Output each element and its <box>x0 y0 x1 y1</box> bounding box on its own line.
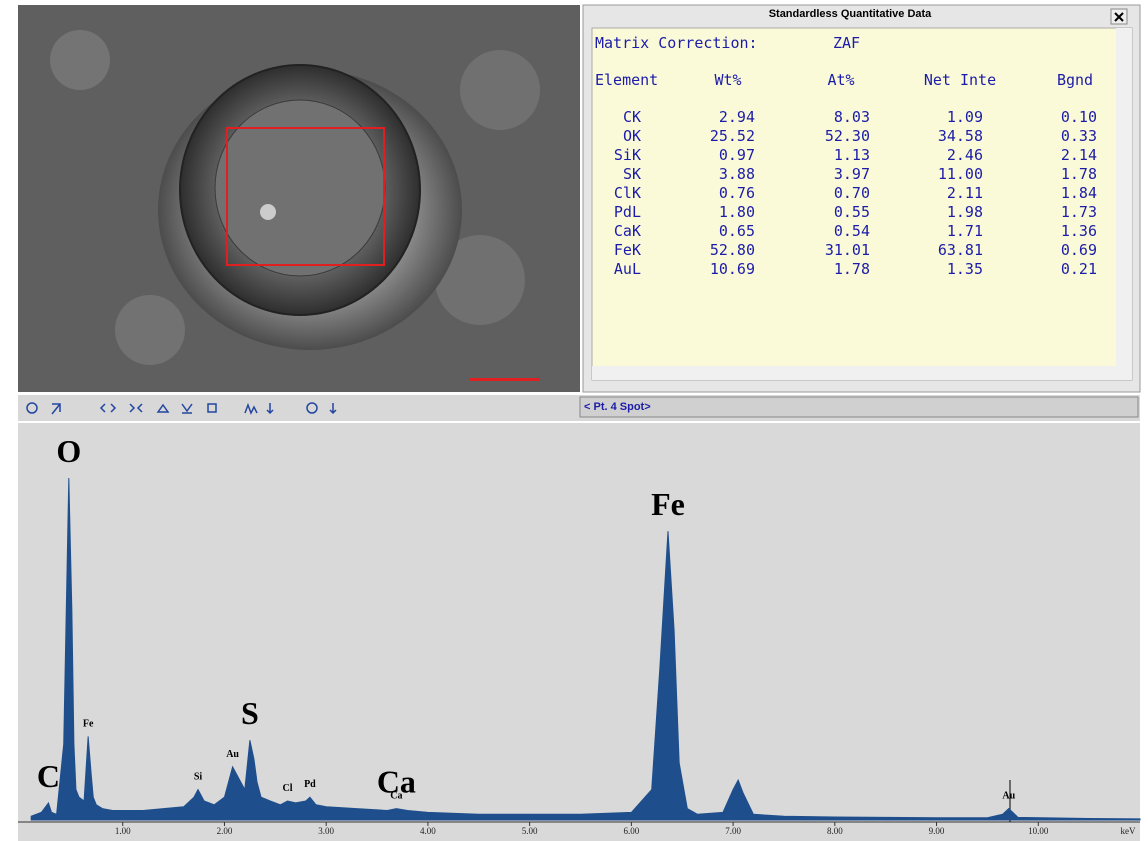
table-cell: 3.97 <box>834 165 870 183</box>
x-tick-label: 6.00 <box>623 826 639 836</box>
peak-label: Ca <box>390 791 402 802</box>
eds-window: Standardless Quantitative Data Matrix Co… <box>0 0 1148 841</box>
table-cell: 11.00 <box>938 165 983 183</box>
table-cell: CaK <box>614 222 641 240</box>
table-cell: 0.21 <box>1061 260 1097 278</box>
close-button[interactable] <box>1111 9 1127 24</box>
column-header: Bgnd <box>1057 71 1093 89</box>
table-cell: 0.54 <box>834 222 870 240</box>
x-tick-label: 9.00 <box>929 826 945 836</box>
panel-title: Standardless Quantitative Data <box>769 8 932 20</box>
x-tick-label: 8.00 <box>827 826 843 836</box>
x-tick-label: 2.00 <box>217 826 233 836</box>
table-cell: 2.14 <box>1061 146 1097 164</box>
table-cell: 0.55 <box>834 203 870 221</box>
table-cell: 2.11 <box>947 184 983 202</box>
table-cell: AuL <box>614 260 641 278</box>
table-cell: 2.46 <box>947 146 983 164</box>
table-cell: 3.88 <box>719 165 755 183</box>
status-text: < Pt. 4 Spot> <box>584 401 651 413</box>
page: {"window":{"title":"Standardless Quantit… <box>0 0 1148 841</box>
peak-label: S <box>241 695 259 731</box>
peak-label: O <box>56 433 81 469</box>
table-cell: 31.01 <box>825 241 870 259</box>
table-cell: 1.84 <box>1061 184 1097 202</box>
table-cell: 1.36 <box>1061 222 1097 240</box>
table-cell: SiK <box>614 146 641 164</box>
x-tick-label: 4.00 <box>420 826 436 836</box>
column-header: Wt% <box>714 71 741 89</box>
table-cell: 1.35 <box>947 260 983 278</box>
x-tick-label: 1.00 <box>115 826 131 836</box>
table-cell: 0.69 <box>1061 241 1097 259</box>
table-cell: 0.76 <box>719 184 755 202</box>
matrix-value: ZAF <box>833 34 860 52</box>
x-axis-label: keV <box>1121 826 1136 836</box>
table-cell: 8.03 <box>834 108 870 126</box>
x-tick-label: 7.00 <box>725 826 741 836</box>
table-cell: 52.30 <box>825 127 870 145</box>
column-header: At% <box>827 71 854 89</box>
table-cell: 0.70 <box>834 184 870 202</box>
column-header: Net Inte <box>924 71 996 89</box>
table-cell: FeK <box>614 241 641 259</box>
peak-label: Pd <box>304 779 316 790</box>
column-header: Element <box>595 71 658 89</box>
table-cell: ClK <box>614 184 641 202</box>
table-cell: 1.09 <box>947 108 983 126</box>
table-cell: 1.78 <box>834 260 870 278</box>
table-cell: 0.97 <box>719 146 755 164</box>
table-cell: 1.78 <box>1061 165 1097 183</box>
table-cell: PdL <box>614 203 641 221</box>
table-cell: 1.98 <box>947 203 983 221</box>
table-cell: 34.58 <box>938 127 983 145</box>
table-cell: CK <box>623 108 641 126</box>
sem-image <box>18 5 580 392</box>
x-tick-label: 10.00 <box>1028 826 1049 836</box>
peak-label: Si <box>194 772 203 783</box>
x-tick-label: 5.00 <box>522 826 538 836</box>
spectrum-panel <box>18 423 1140 841</box>
peak-label: Au <box>226 749 239 760</box>
table-cell: 10.69 <box>710 260 755 278</box>
table-cell: 1.80 <box>719 203 755 221</box>
table-cell: SK <box>623 165 641 183</box>
table-cell: 2.94 <box>719 108 755 126</box>
table-cell: 25.52 <box>710 127 755 145</box>
peak-label: Fe <box>651 486 685 522</box>
peak-label: Cl <box>283 783 293 794</box>
peak-label: Fe <box>83 718 94 729</box>
table-cell: 0.33 <box>1061 127 1097 145</box>
table-cell: 0.10 <box>1061 108 1097 126</box>
x-tick-label: 3.00 <box>318 826 334 836</box>
table-cell: 1.73 <box>1061 203 1097 221</box>
peak-label: C <box>37 758 60 794</box>
table-cell: 63.81 <box>938 241 983 259</box>
matrix-label: Matrix Correction: <box>595 34 758 52</box>
table-cell: 1.71 <box>947 222 983 240</box>
table-cell: OK <box>623 127 641 145</box>
peak-label: Au <box>1002 791 1015 802</box>
table-cell: 0.65 <box>719 222 755 240</box>
table-cell: 1.13 <box>834 146 870 164</box>
table-cell: 52.80 <box>710 241 755 259</box>
